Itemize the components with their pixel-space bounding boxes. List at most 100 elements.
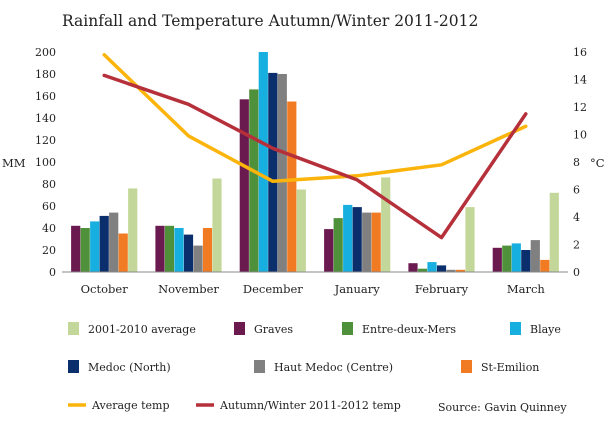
bar bbox=[362, 212, 372, 272]
legend-label: Medoc (North) bbox=[88, 361, 171, 374]
bar bbox=[80, 228, 90, 272]
legend-label: Haut Medoc (Centre) bbox=[274, 361, 393, 374]
bar bbox=[99, 215, 109, 272]
legend-swatch bbox=[68, 322, 79, 335]
bar bbox=[492, 247, 502, 272]
category-label: December bbox=[243, 282, 303, 296]
y2-tick-label: 12 bbox=[573, 101, 587, 114]
category-label: January bbox=[334, 282, 381, 296]
y-tick-label: 60 bbox=[42, 200, 56, 213]
y2-tick-label: 0 bbox=[573, 266, 580, 279]
bar bbox=[183, 234, 194, 272]
y2-tick-label: 16 bbox=[573, 46, 587, 59]
legend-item: Autumn/Winter 2011-2012 temp bbox=[196, 399, 401, 412]
bar bbox=[164, 225, 175, 272]
y2-tick-label: 14 bbox=[573, 74, 587, 87]
bar bbox=[90, 221, 100, 272]
legend-item: Entre-deux-Mers bbox=[342, 322, 456, 336]
bar bbox=[343, 204, 353, 272]
bar bbox=[465, 207, 475, 272]
category-label: November bbox=[158, 282, 219, 296]
legend: 2001-2010 average Graves Entre-deux-Mers Bl… bbox=[68, 322, 561, 412]
legend-swatch bbox=[234, 322, 245, 335]
y-tick-label: 180 bbox=[35, 68, 56, 81]
bar bbox=[455, 269, 466, 272]
bar bbox=[296, 189, 306, 272]
legend-label: Average temp bbox=[91, 399, 170, 412]
bar bbox=[155, 225, 165, 272]
bar-series bbox=[71, 52, 559, 273]
y2-axis-title: °C bbox=[590, 156, 605, 170]
legend-item: Medoc (North) bbox=[68, 360, 171, 374]
left-axis-ticks: 0 20 40 60 80 100 120 140 160 180 200 bbox=[35, 46, 56, 279]
y-tick-label: 140 bbox=[35, 112, 56, 125]
bar bbox=[118, 233, 128, 272]
temperature-line bbox=[102, 73, 528, 240]
bar bbox=[212, 178, 222, 272]
category-labels: October November December January February Ma… bbox=[81, 282, 546, 296]
bar bbox=[521, 250, 531, 272]
legend-swatch bbox=[461, 360, 472, 373]
bar bbox=[109, 212, 119, 272]
legend-label: 2001-2010 average bbox=[88, 323, 196, 336]
bar bbox=[446, 269, 456, 272]
bar bbox=[436, 265, 447, 272]
legend-label: Blaye bbox=[530, 323, 561, 336]
category-label: October bbox=[81, 282, 129, 296]
bar bbox=[287, 101, 297, 272]
y-tick-label: 0 bbox=[49, 266, 56, 279]
legend-swatch bbox=[254, 360, 265, 373]
bar bbox=[530, 240, 540, 272]
bar bbox=[71, 225, 81, 272]
bar bbox=[371, 212, 381, 272]
legend-item: Haut Medoc (Centre) bbox=[254, 360, 393, 374]
bar bbox=[381, 177, 391, 272]
chart-title: Rainfall and Temperature Autumn/Winter 2… bbox=[62, 12, 478, 30]
bar bbox=[549, 192, 559, 272]
y2-tick-label: 10 bbox=[573, 129, 587, 142]
bar bbox=[417, 268, 428, 272]
y-tick-label: 20 bbox=[42, 244, 56, 257]
legend-swatch bbox=[510, 322, 521, 335]
bar bbox=[333, 218, 343, 272]
category-label: March bbox=[507, 282, 546, 296]
source-note: Source: Gavin Quinney bbox=[438, 401, 567, 414]
y2-tick-label: 8 bbox=[573, 156, 580, 169]
y-axis-title: MM bbox=[2, 156, 26, 170]
legend-swatch bbox=[68, 360, 79, 373]
y-tick-label: 80 bbox=[42, 178, 56, 191]
legend-item: Blaye bbox=[510, 322, 561, 336]
y2-tick-label: 2 bbox=[573, 239, 580, 252]
line-series bbox=[102, 53, 528, 240]
bar bbox=[258, 52, 268, 272]
y-tick-label: 160 bbox=[35, 90, 56, 103]
legend-label: Entre-deux-Mers bbox=[362, 323, 456, 336]
bar bbox=[427, 262, 437, 272]
legend-item: 2001-2010 average bbox=[68, 322, 196, 336]
bar bbox=[324, 229, 334, 272]
bar bbox=[540, 259, 550, 272]
right-axis-ticks: 0 2 4 6 8 10 12 14 16 bbox=[573, 46, 587, 279]
y-tick-label: 40 bbox=[42, 222, 56, 235]
category-label: February bbox=[415, 282, 469, 296]
y2-tick-label: 6 bbox=[573, 184, 580, 197]
legend-item: Average temp bbox=[68, 399, 170, 412]
bar bbox=[268, 72, 278, 273]
bar bbox=[277, 74, 287, 272]
legend-label: Autumn/Winter 2011-2012 temp bbox=[219, 399, 401, 412]
bar bbox=[511, 243, 521, 272]
legend-swatch bbox=[342, 322, 353, 335]
legend-item: St-Emilion bbox=[461, 360, 539, 374]
legend-label: St-Emilion bbox=[481, 361, 539, 374]
y-tick-label: 100 bbox=[35, 156, 56, 169]
bar bbox=[174, 228, 184, 272]
bar bbox=[352, 207, 362, 272]
y2-tick-label: 4 bbox=[573, 211, 580, 224]
y-tick-label: 200 bbox=[35, 46, 56, 59]
y-tick-label: 120 bbox=[35, 134, 56, 147]
legend-label: Graves bbox=[254, 323, 293, 336]
bar bbox=[502, 245, 512, 272]
temperature-line bbox=[102, 53, 528, 184]
bar bbox=[249, 89, 259, 273]
